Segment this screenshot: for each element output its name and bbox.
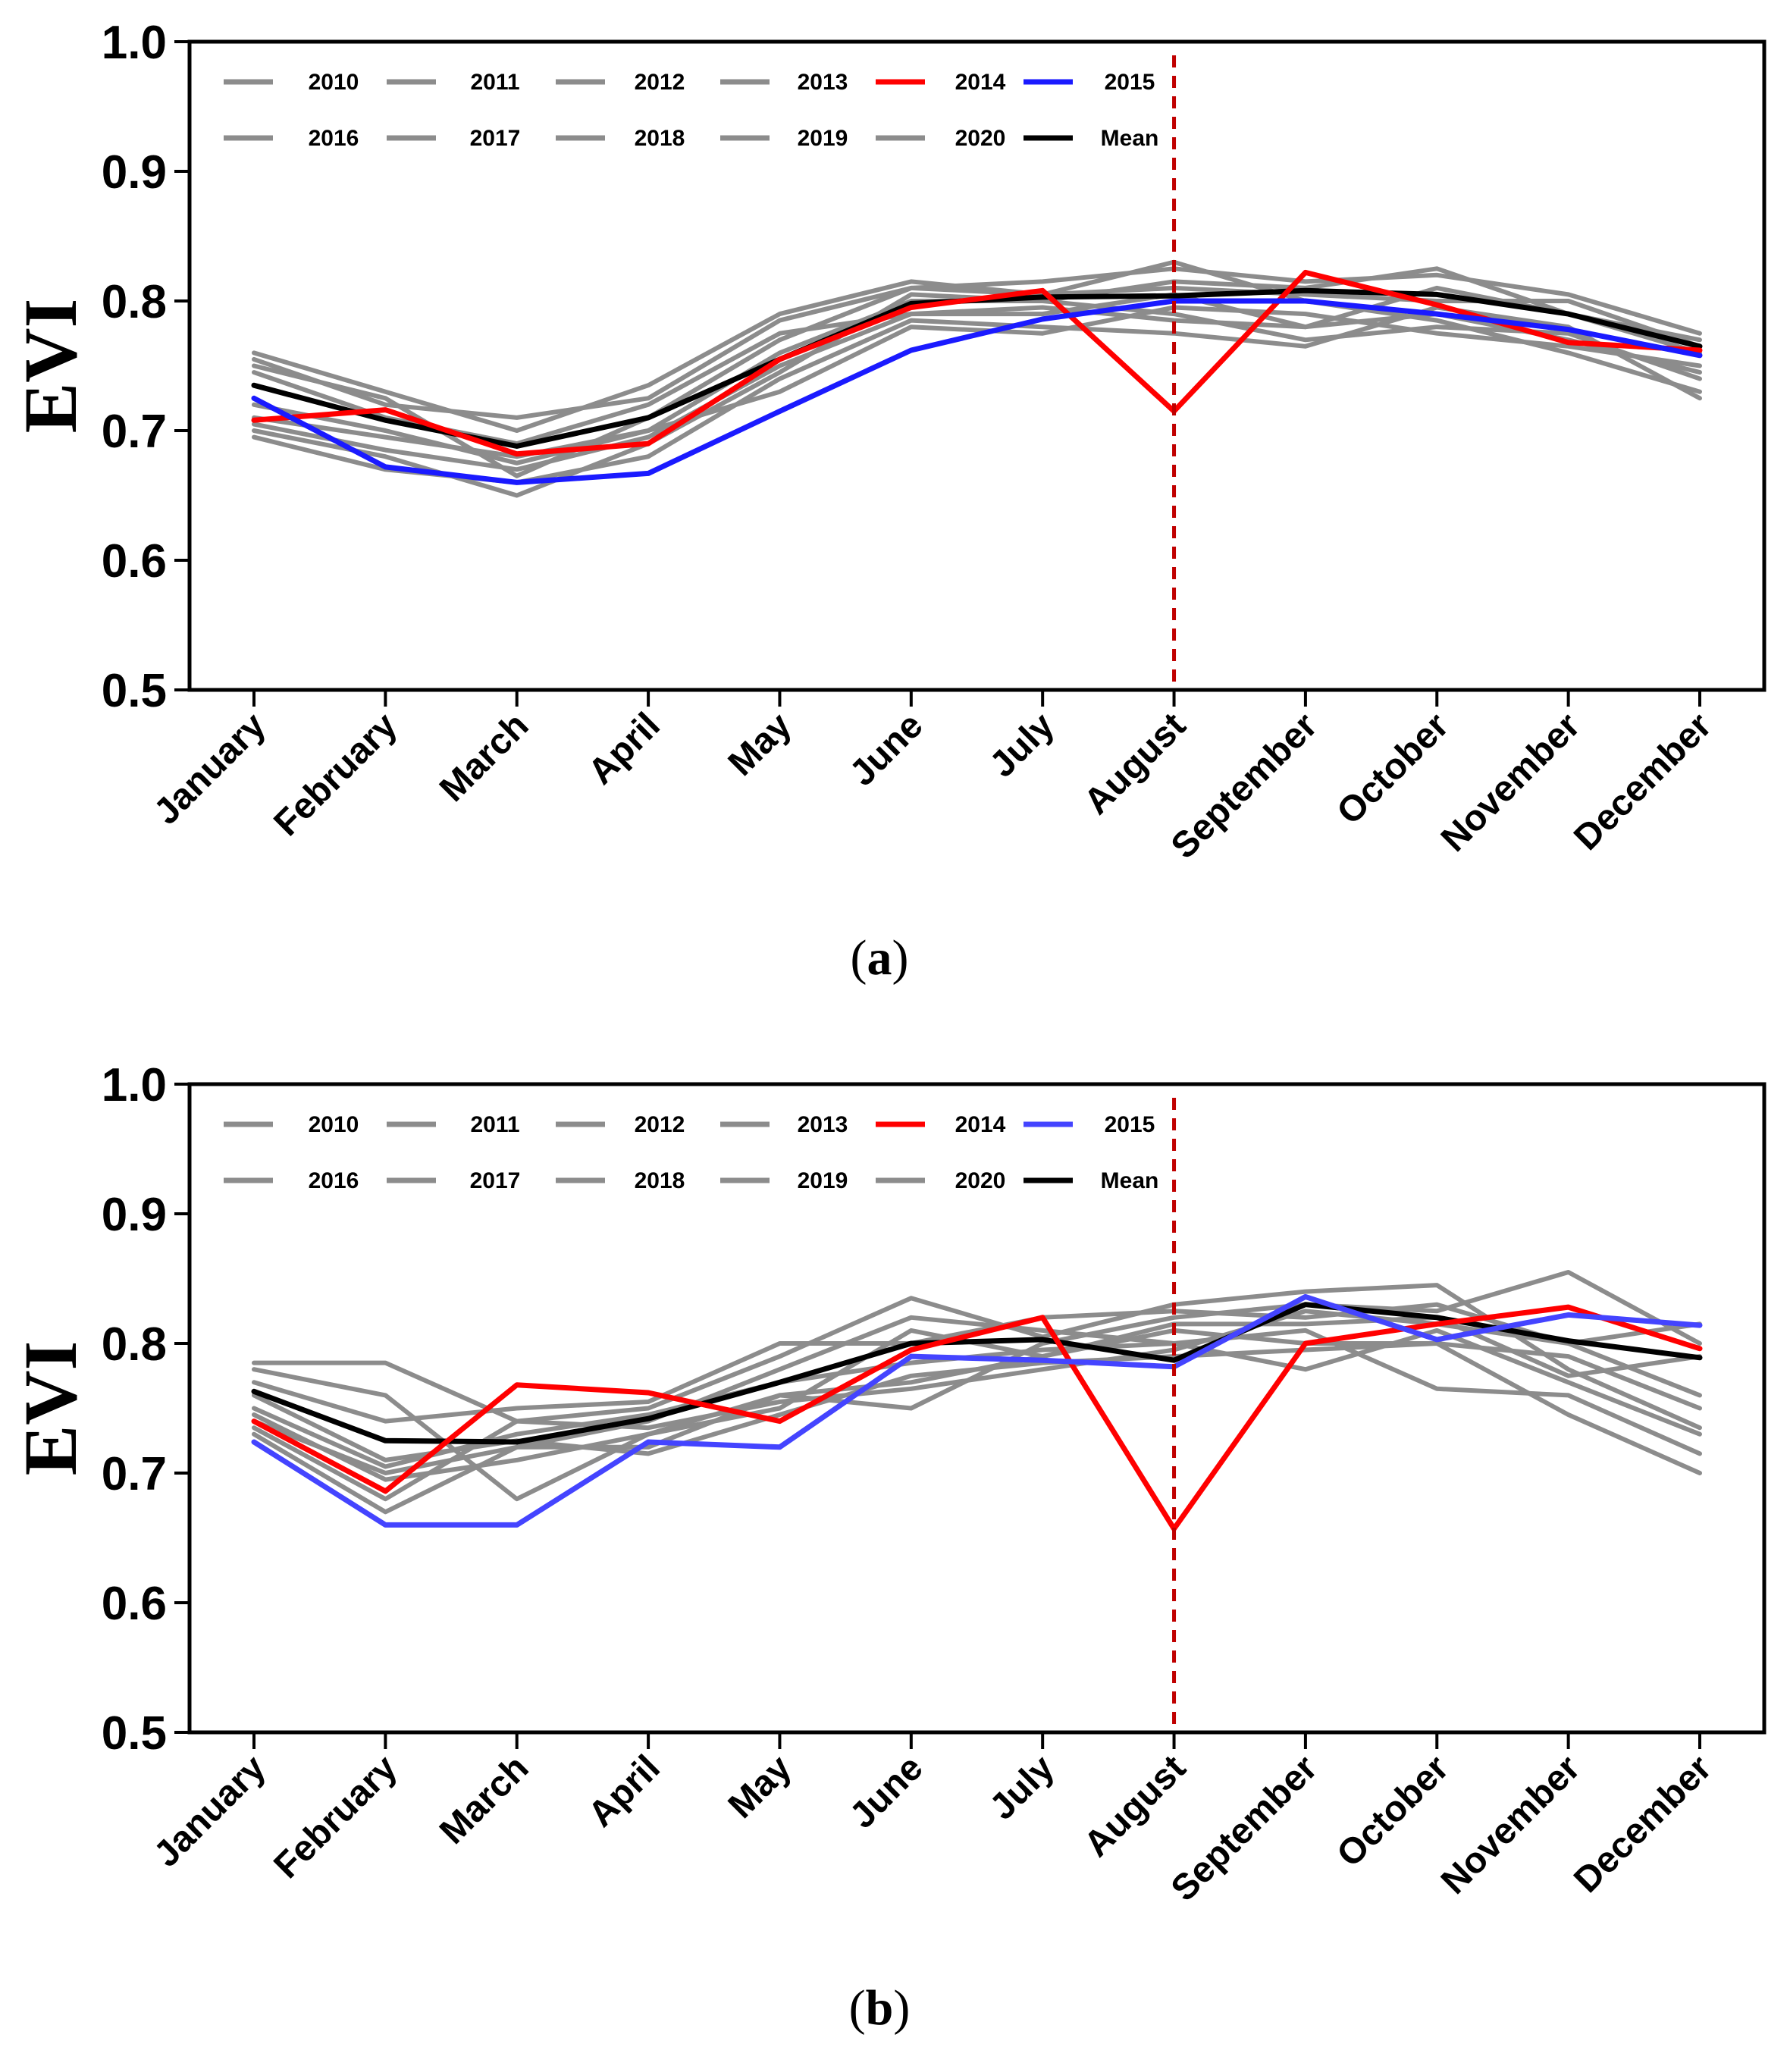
series-line-2014 <box>251 1304 1703 1531</box>
x-tick-label: February <box>266 1748 405 1886</box>
y-tick-label: 1.0 <box>102 17 167 69</box>
legend-label: 2012 <box>635 70 685 95</box>
x-tick-label: March <box>432 1748 536 1851</box>
y-tick-label: 0.5 <box>102 665 167 717</box>
series-line-2011 <box>252 1270 1702 1502</box>
y-axis-title: EVI <box>8 299 92 434</box>
legend-label: 2011 <box>470 1112 519 1137</box>
x-tick-label: February <box>266 705 405 844</box>
x-tick-label: November <box>1434 1748 1588 1901</box>
series-line-2012 <box>252 1302 1702 1424</box>
legend-label: 2017 <box>470 1168 521 1193</box>
x-tick-label: December <box>1566 705 1719 858</box>
x-tick-label: January <box>146 1748 274 1875</box>
x-tick-label: April <box>581 705 668 792</box>
x-tick-label: December <box>1566 1748 1719 1901</box>
series-line-2013 <box>252 1315 1702 1475</box>
series-line-2015 <box>251 1293 1703 1528</box>
legend-label: Mean <box>1101 126 1159 151</box>
x-tick-label: January <box>146 705 274 832</box>
legend-label: 2010 <box>309 1112 359 1137</box>
panel-letter: b <box>866 1980 894 2036</box>
legend-label: 2012 <box>635 1112 685 1137</box>
panel-caption: (b) <box>849 1980 911 2036</box>
y-tick-label: 0.7 <box>102 406 167 458</box>
y-tick-label: 0.8 <box>102 1318 167 1371</box>
panel-caption: (a) <box>851 930 909 986</box>
y-tick-label: 0.6 <box>102 1578 167 1630</box>
x-tick-label: June <box>842 705 931 794</box>
x-tick-label: July <box>983 705 1063 785</box>
series-line-2014 <box>251 269 1703 457</box>
y-tick-label: 0.9 <box>102 1189 167 1241</box>
x-tick-label: May <box>721 1748 800 1826</box>
series-line-2018 <box>252 305 1702 459</box>
series-line-2019 <box>252 285 1702 420</box>
x-tick-label: July <box>983 1748 1063 1828</box>
legend-label: 2017 <box>470 126 521 151</box>
legend-label: 2020 <box>955 1168 1006 1193</box>
y-tick-label: 0.6 <box>102 535 167 588</box>
x-tick-label: October <box>1329 1748 1456 1875</box>
x-tick-label: November <box>1434 705 1588 859</box>
series-line-2015 <box>251 298 1703 485</box>
x-tick-label: October <box>1329 705 1456 832</box>
series-line-2010 <box>252 259 1702 433</box>
y-axis-title: EVI <box>8 1341 92 1476</box>
legend-label: 2019 <box>798 1168 848 1193</box>
legend-label: 2013 <box>798 1112 848 1137</box>
x-tick-label: August <box>1077 705 1193 822</box>
legend-label: 2013 <box>798 70 848 95</box>
x-tick-label: April <box>581 1748 668 1835</box>
plot-frame <box>187 1082 1766 1735</box>
x-tick-label: March <box>432 705 536 809</box>
y-tick-label: 0.8 <box>102 276 167 328</box>
x-tick-label: May <box>721 705 800 784</box>
y-tick-label: 0.9 <box>102 146 167 199</box>
legend-label: 2015 <box>1105 70 1155 95</box>
legend-label: 2015 <box>1105 1112 1155 1137</box>
series-line-2013 <box>252 266 1702 478</box>
legend-label: 2020 <box>955 126 1006 151</box>
y-tick-label: 1.0 <box>102 1059 167 1111</box>
legend-label: 2010 <box>309 70 359 95</box>
x-tick-label: June <box>842 1748 931 1836</box>
x-tick-label: August <box>1077 1748 1193 1864</box>
legend-label: 2011 <box>470 70 519 95</box>
legend-label: Mean <box>1101 1168 1159 1193</box>
legend-label: 2014 <box>955 70 1006 95</box>
y-tick-label: 0.7 <box>102 1448 167 1500</box>
panel-letter: a <box>867 930 892 986</box>
y-tick-label: 0.5 <box>102 1707 167 1760</box>
legend-label: 2018 <box>635 126 685 151</box>
plot-frame <box>187 39 1766 692</box>
legend-label: 2019 <box>798 126 848 151</box>
legend-label: 2018 <box>635 1168 685 1193</box>
legend-label: 2016 <box>309 126 359 151</box>
legend-label: 2014 <box>955 1112 1006 1137</box>
legend-label: 2016 <box>309 1168 359 1193</box>
